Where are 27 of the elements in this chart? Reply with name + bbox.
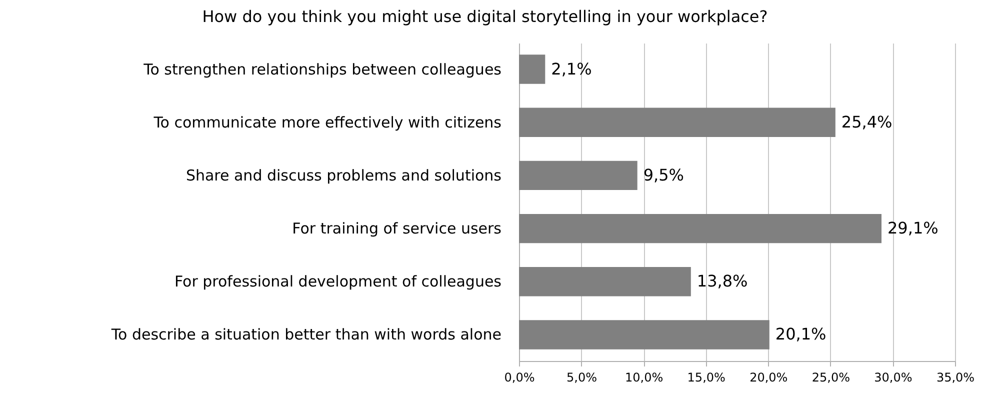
data-label: 2,1% [551,59,592,78]
bar [519,267,691,296]
data-label: 25,4% [841,112,892,132]
y-tick-label: For professional development of colleagues [174,272,502,291]
data-label: 29,1% [888,218,938,238]
x-tick-label: 30,0% [874,370,912,384]
y-tick-label: To describe a situation better than with words alone [110,326,502,344]
data-label: 20,1% [775,324,826,344]
bar [519,214,882,244]
x-tick-label: 5,0% [566,370,598,384]
bar [519,108,836,137]
chart-title: How do you think you might use digital storytelling in your workplace? [202,7,768,26]
x-tick-label: 25,0% [812,370,850,384]
x-tick-label: 35,0% [936,370,975,384]
x-tick-label: 0,0% [504,370,535,384]
data-label: 13,8% [696,272,748,291]
data-label: 9,5% [643,165,684,184]
x-tick-label: 20,0% [750,370,788,384]
x-tick-label: 10,0% [625,370,664,384]
bar [519,54,546,84]
x-tick-label: 15,0% [687,370,726,384]
y-tick-label: To communicate more effectively with citizens [152,113,502,132]
bar [519,320,770,350]
y-tick-label: To strengthen relationships between colleagues [142,60,502,78]
y-tick-label: Share and discuss problems and solutions [186,166,502,184]
bar [519,160,638,190]
y-tick-label: For training of service users [292,220,502,238]
